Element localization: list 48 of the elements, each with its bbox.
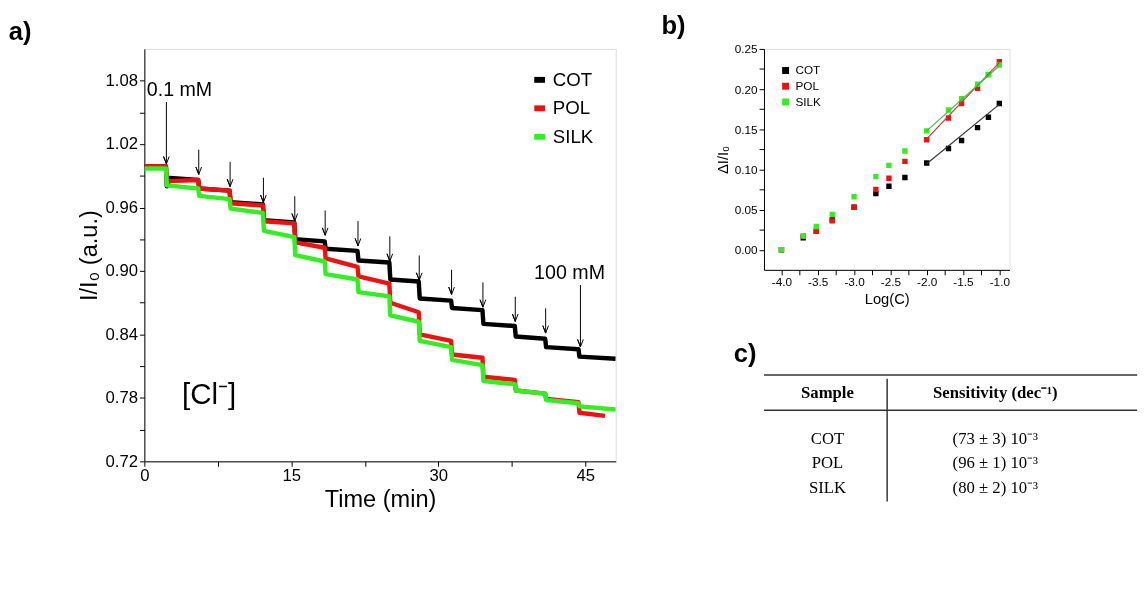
y-tick-label: 0.10 <box>734 162 759 176</box>
legend-label: POL <box>552 97 591 119</box>
y-tick-label: 0.20 <box>734 82 759 96</box>
x-tick-label: 45 <box>576 466 596 486</box>
x-axis-title: Log(C) <box>864 290 910 307</box>
x-tick-label: -2.5 <box>880 275 902 289</box>
legend-label: SILK <box>552 125 594 147</box>
y-tick-label: 0.15 <box>734 122 759 136</box>
y-tick-label: 0.05 <box>734 203 759 217</box>
x-tick-label: 15 <box>282 466 302 486</box>
x-tick-label: -4.0 <box>771 275 793 289</box>
x-tick-label: -3.0 <box>844 275 866 289</box>
x-tick-label: 30 <box>429 466 449 486</box>
y-tick-label: 1.02 <box>105 134 138 154</box>
text: (73 ± 3) 10⁻³ <box>952 428 1039 448</box>
text: Sensitivity (dec⁻¹) <box>933 382 1058 402</box>
legend-label: COT <box>552 68 593 90</box>
chart-title: a) <box>8 17 32 46</box>
text: POL <box>811 453 844 473</box>
chart-title: b) <box>661 11 686 40</box>
x-tick-label: -1.0 <box>989 275 1011 289</box>
text: COT <box>810 428 845 448</box>
text: Sample <box>801 382 854 402</box>
legend-label: SILK <box>795 94 822 108</box>
x-tick-label: -1.5 <box>953 275 975 289</box>
y-tick-label: 0.72 <box>105 451 138 471</box>
y-tick-label: 0.96 <box>105 197 138 217</box>
ref-line-label: 0.1 mM <box>146 78 213 101</box>
y-axis-title: ΔI/I₀ <box>714 145 731 174</box>
y-tick-label: 1.08 <box>105 71 138 91</box>
text: (80 ± 2) 10⁻³ <box>952 477 1039 497</box>
x-tick-label: -3.5 <box>808 275 829 289</box>
y-tick-label: 0.84 <box>105 324 138 344</box>
y-tick-label: 0.25 <box>734 42 759 56</box>
text: (96 ± 1) 10⁻³ <box>952 453 1039 473</box>
legend-label: POL <box>795 79 820 93</box>
ref-line-label: 100 mM <box>534 261 605 284</box>
text: SILK <box>808 477 846 497</box>
legend-label: COT <box>795 63 821 77</box>
annotation: [Cl⁻] <box>182 377 237 411</box>
text: c) <box>733 339 757 368</box>
y-tick-label: 0.90 <box>105 261 138 281</box>
y-tick-label: 0.78 <box>105 388 138 408</box>
y-tick-label: 0.00 <box>734 243 759 257</box>
x-tick-label: 0 <box>140 466 150 486</box>
x-axis-title: Time (min) <box>324 486 437 513</box>
x-tick-label: -2.0 <box>917 275 938 289</box>
y-axis-title: I/I₀ (a.u.) <box>75 210 102 302</box>
